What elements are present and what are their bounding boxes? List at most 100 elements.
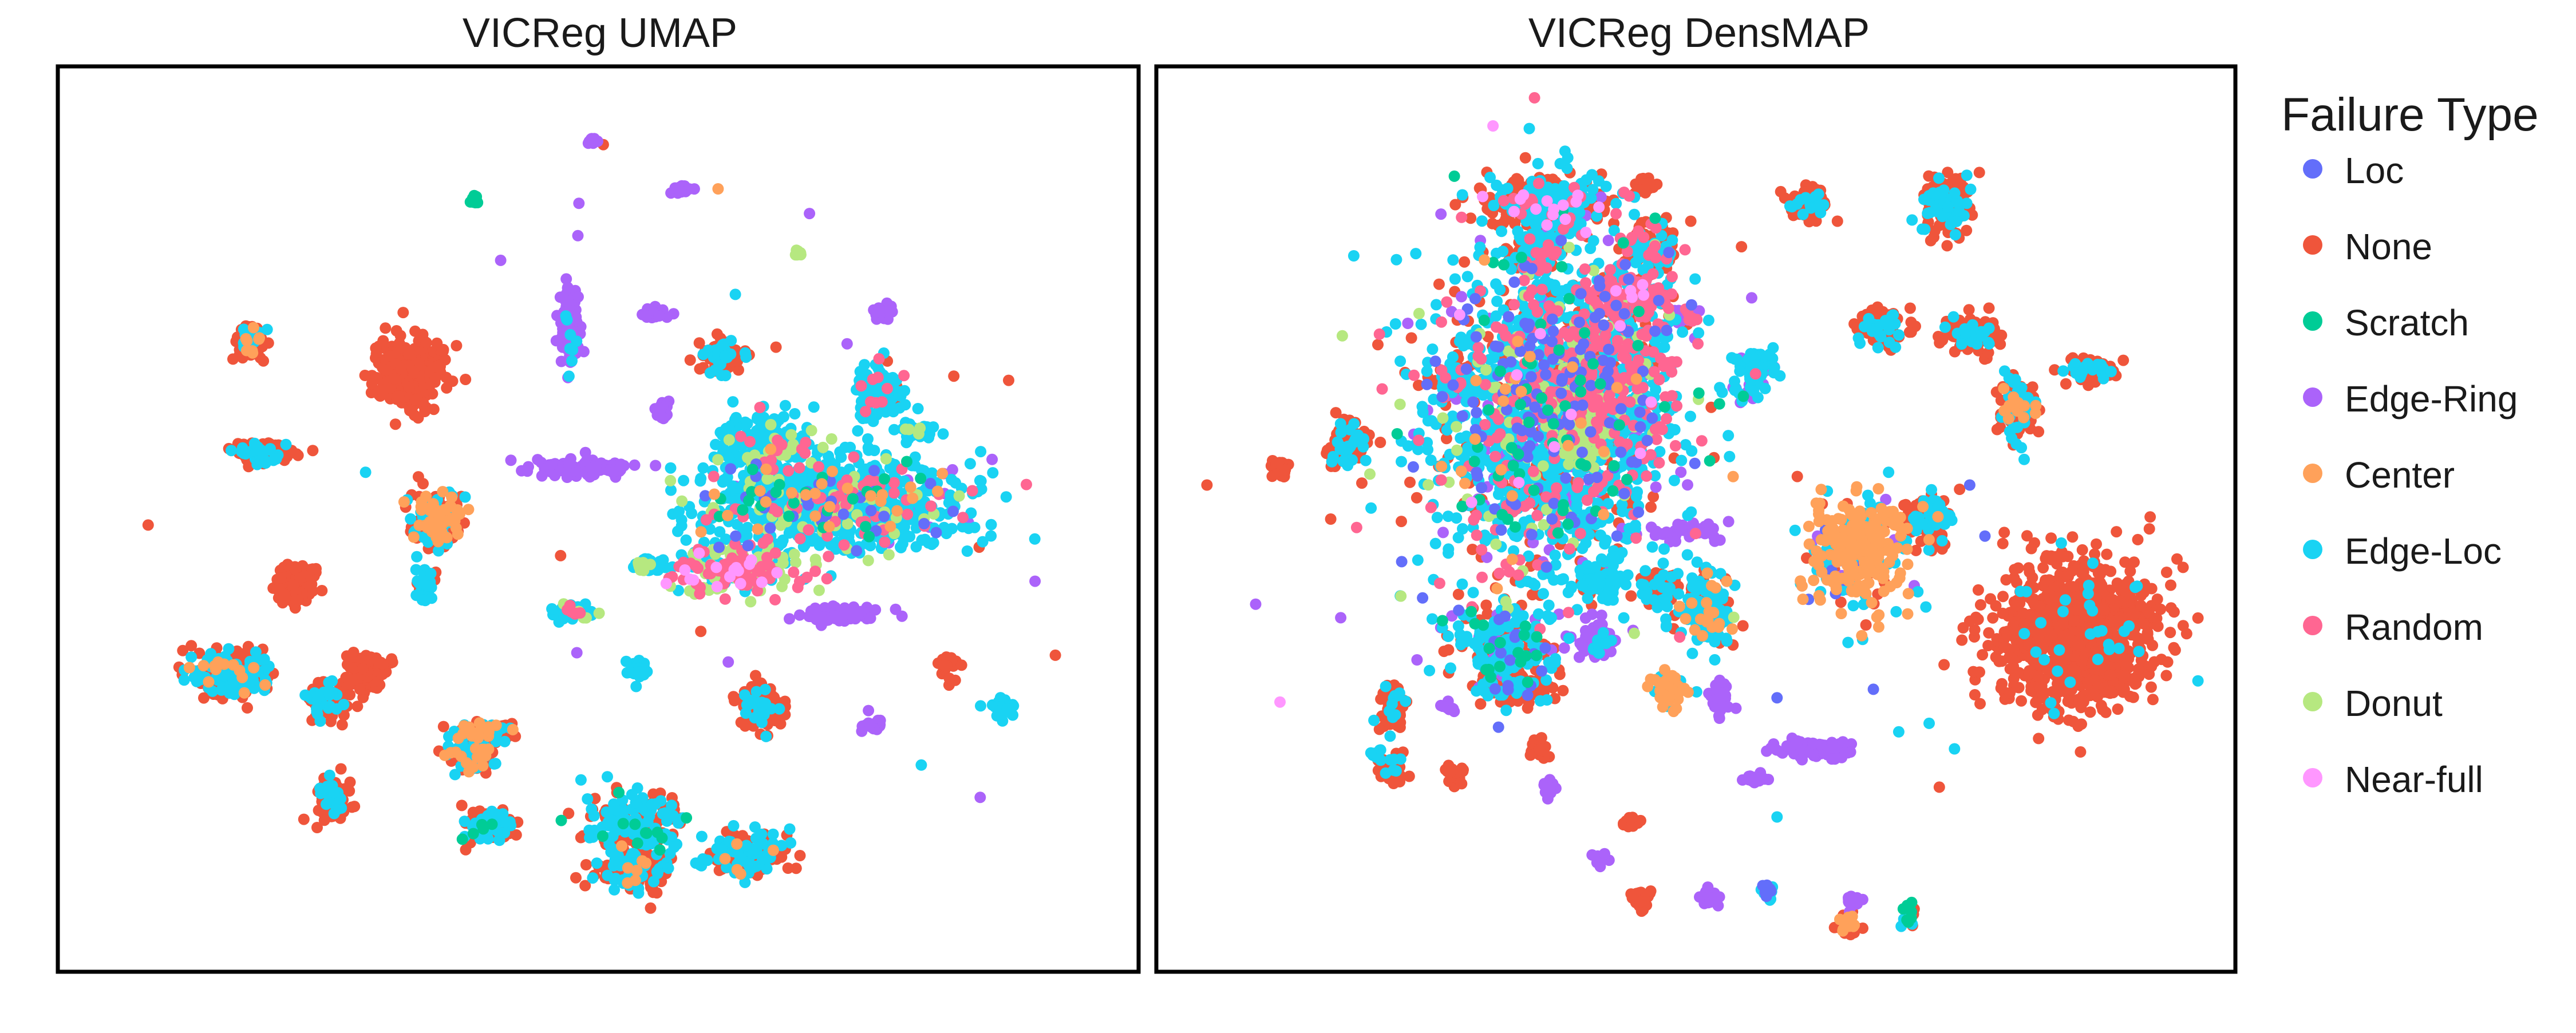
point-none xyxy=(943,672,955,684)
point-edge-loc xyxy=(489,758,501,770)
point-center xyxy=(708,488,720,500)
point-center xyxy=(841,482,854,494)
point-scratch xyxy=(656,832,668,844)
point-random xyxy=(800,437,812,449)
point-edge-ring xyxy=(793,609,805,621)
point-center xyxy=(719,853,731,865)
point-center xyxy=(209,660,220,672)
point-edge-ring xyxy=(804,208,816,220)
point-edge-loc xyxy=(760,730,772,742)
point-edge-loc xyxy=(975,700,986,712)
point-center xyxy=(767,844,779,856)
point-edge-loc xyxy=(673,505,685,517)
point-none xyxy=(938,660,950,672)
point-edge-loc xyxy=(328,786,340,798)
point-center xyxy=(816,478,828,490)
point-edge-ring xyxy=(629,459,641,471)
point-edge-loc xyxy=(975,446,987,458)
point-loc xyxy=(730,530,742,542)
point-edge-loc xyxy=(459,491,471,503)
point-center xyxy=(259,679,271,691)
point-center xyxy=(203,676,215,688)
point-edge-ring xyxy=(1029,575,1041,587)
point-center xyxy=(826,465,838,477)
point-center xyxy=(904,481,916,493)
point-scratch xyxy=(555,814,567,826)
point-edge-ring xyxy=(841,338,853,350)
point-edge-loc xyxy=(323,769,335,781)
point-random xyxy=(708,470,720,482)
point-edge-loc xyxy=(678,474,690,486)
point-edge-ring xyxy=(573,197,585,209)
point-donut xyxy=(899,423,911,435)
point-center xyxy=(437,486,449,498)
point-center xyxy=(760,496,772,508)
point-edge-loc xyxy=(730,411,742,424)
point-edge-loc xyxy=(563,370,575,382)
point-edge-loc xyxy=(566,355,578,367)
point-edge-loc xyxy=(620,655,632,667)
point-none xyxy=(351,700,364,713)
point-loc xyxy=(764,522,776,534)
point-edge-loc xyxy=(359,466,372,478)
point-none xyxy=(955,659,967,671)
point-none xyxy=(684,354,696,366)
point-random xyxy=(719,593,731,605)
point-center xyxy=(438,504,451,516)
point-random xyxy=(771,506,783,517)
point-scratch xyxy=(639,827,651,839)
point-edge-ring xyxy=(986,453,998,465)
point-edge-loc xyxy=(226,684,238,695)
point-random xyxy=(925,500,937,512)
point-near-full xyxy=(660,577,672,589)
point-edge-loc xyxy=(854,366,866,378)
point-donut xyxy=(790,556,802,568)
point-loc xyxy=(742,540,754,552)
point-center xyxy=(629,874,641,886)
point-edge-loc xyxy=(561,314,573,326)
point-none xyxy=(394,330,406,342)
point-none xyxy=(344,689,356,700)
point-none xyxy=(1356,477,1368,489)
point-center xyxy=(253,333,265,345)
point-edge-loc xyxy=(742,858,754,870)
point-none xyxy=(948,370,960,382)
point-near-full xyxy=(734,577,746,589)
point-edge-ring xyxy=(890,603,902,615)
point-edge-loc xyxy=(941,528,953,540)
point-random xyxy=(570,607,582,619)
point-none xyxy=(1433,278,1445,290)
point-none xyxy=(278,589,290,601)
point-none xyxy=(693,337,705,349)
point-center xyxy=(865,490,877,502)
point-none xyxy=(291,448,303,460)
point-random xyxy=(692,562,704,574)
point-random xyxy=(783,465,795,477)
point-center xyxy=(754,485,766,497)
point-center xyxy=(695,526,707,538)
point-edge-loc xyxy=(969,521,981,533)
point-center xyxy=(241,335,253,347)
point-near-full xyxy=(756,576,768,588)
point-none xyxy=(403,381,415,393)
point-none xyxy=(420,337,432,349)
point-edge-loc xyxy=(749,821,761,833)
chart-title-densmap: VICReg DensMAP xyxy=(1528,10,1870,56)
point-edge-loc xyxy=(757,853,768,865)
point-center xyxy=(891,505,903,517)
point-edge-loc xyxy=(717,339,729,351)
point-scratch xyxy=(746,464,758,476)
point-random xyxy=(803,524,815,536)
point-none xyxy=(429,372,441,384)
point-edge-loc xyxy=(602,869,614,881)
point-edge-loc xyxy=(422,580,434,592)
point-edge-loc xyxy=(321,798,332,810)
point-donut xyxy=(785,429,797,441)
point-center xyxy=(474,750,486,762)
point-scratch xyxy=(847,493,859,505)
point-edge-ring xyxy=(564,457,576,469)
point-edge-ring xyxy=(607,466,619,478)
point-edge-loc xyxy=(808,401,820,413)
point-edge-ring xyxy=(784,613,795,625)
